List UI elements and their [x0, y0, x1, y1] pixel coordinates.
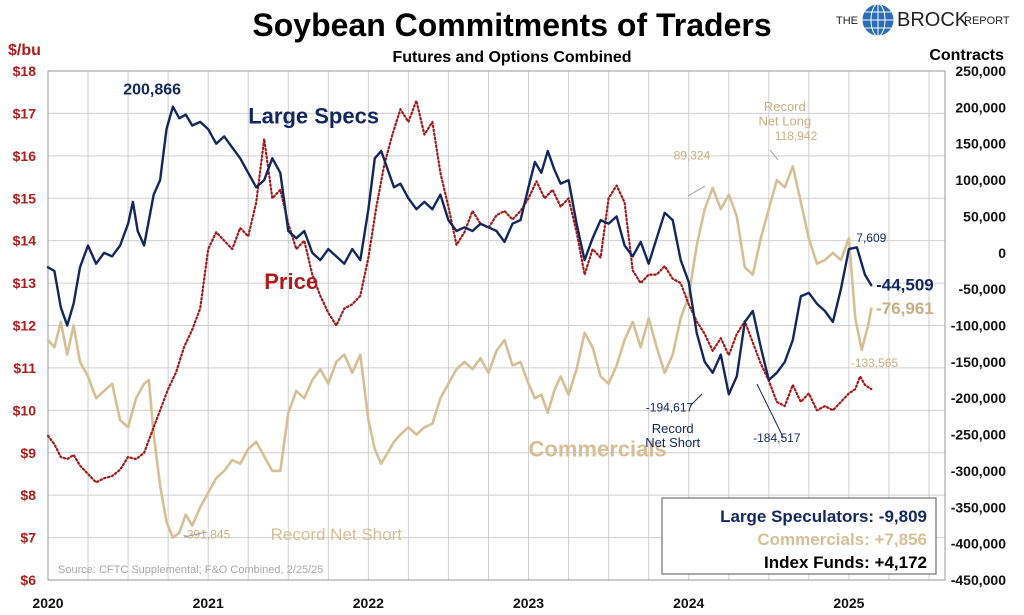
source-note: Source: CFTC Supplemental; F&O Combined,… — [58, 564, 323, 576]
y-left-tick-label: $16 — [13, 148, 37, 164]
summary-commercials: Commercials: +7,856 — [757, 530, 927, 549]
x-tick-label: 2023 — [513, 595, 544, 611]
y-right-tick-label: 50,000 — [963, 208, 1006, 224]
chart-title: Soybean Commitments of Traders — [252, 7, 771, 43]
y-left-tick-label: $15 — [13, 190, 37, 206]
x-tick-label: 2021 — [193, 595, 224, 611]
annotation-commercials-133565: -133,565 — [851, 356, 899, 370]
y-right-tick-label: -400,000 — [951, 536, 1006, 552]
y-right-tick-label: -200,000 — [951, 390, 1006, 406]
price-line — [46, 99, 873, 484]
y-right-tick-label: -100,000 — [951, 318, 1006, 334]
y-left-tick-label: $11 — [13, 360, 36, 376]
annotation-large-specs-7609: 7,609 — [856, 231, 886, 245]
series-label-price: Price — [264, 269, 318, 294]
y-left-ticks: $6 $7 $8 $9 $10 $11 $12 $13 $14 $15 $16 $17 $18 — [13, 63, 37, 588]
annotation-large-specs-last: -44,509 — [876, 276, 934, 295]
annotation-commercials-last: -76,961 — [876, 299, 934, 318]
y-right-tick-label: -300,000 — [951, 463, 1006, 479]
annotation-record-net-short-commercials: Record Net Short — [271, 525, 403, 544]
y-right-tick-label: 0 — [998, 245, 1006, 261]
summary-large-speculators: Large Speculators: -9,809 — [720, 507, 927, 526]
y-right-tick-label: 200,000 — [955, 99, 1006, 115]
y-right-tick-label: 150,000 — [955, 136, 1006, 152]
brock-logo: THE BROCK REPORT — [836, 3, 1010, 37]
logo-brock: BROCK — [897, 9, 969, 31]
annotation-large-specs-184517: -184,517 — [753, 431, 801, 445]
x-tick-label: 2022 — [353, 595, 384, 611]
x-tick-label: 2025 — [833, 595, 864, 611]
summary-index-funds: Index Funds: +4,172 — [764, 553, 927, 572]
logo-report: REPORT — [964, 15, 1010, 27]
annotation-leaders — [183, 149, 784, 538]
y-left-tick-label: $12 — [13, 318, 37, 334]
logo-the: THE — [836, 15, 858, 27]
y-right-tick-label: -150,000 — [951, 354, 1006, 370]
annotation-commercials-record-low: -391,845 — [183, 528, 231, 542]
annotation-commercials-118942: 118,942 — [775, 129, 818, 143]
x-ticks: 2020 2021 2022 2023 2024 2025 — [32, 595, 864, 611]
series-layer — [46, 99, 873, 539]
y-left-tick-label: $8 — [20, 487, 36, 503]
y-left-tick-label: $14 — [13, 233, 37, 249]
annotation-record-net-long-line1: Record — [764, 99, 806, 114]
y-right-tick-label: -450,000 — [951, 572, 1006, 588]
y-right-tick-label: -350,000 — [951, 499, 1006, 515]
annotation-large-specs-high: 200,866 — [123, 81, 181, 98]
y-left-tick-label: $18 — [13, 63, 37, 79]
y-left-tick-label: $10 — [13, 402, 37, 418]
x-tick-label: 2020 — [32, 595, 63, 611]
annotation-layer: 200,866 -391,845 Record Net Short 89,324 Rec… — [123, 81, 934, 544]
y-right-tick-label: -250,000 — [951, 427, 1006, 443]
commercials-line — [46, 165, 873, 539]
chart-subtitle: Futures and Options Combined — [392, 49, 631, 66]
x-tick-label: 2024 — [673, 595, 704, 611]
y-right-tick-label: 250,000 — [955, 63, 1006, 79]
plot-frame — [47, 70, 946, 581]
summary-box: Large Speculators: -9,809 Commercials: +… — [661, 497, 937, 575]
series-labels: Large Specs Price Commercials — [248, 103, 667, 461]
y-left-tick-label: $13 — [13, 275, 37, 291]
large-specs-line — [46, 105, 873, 396]
annotation-record-net-long-line2: Net Long — [758, 114, 811, 129]
series-label-commercials: Commercials — [529, 436, 667, 461]
y-left-tick-label: $7 — [20, 530, 36, 546]
series-label-large_specs: Large Specs — [248, 103, 379, 128]
grid — [48, 70, 945, 581]
globe-icon — [861, 3, 895, 37]
y-left-tick-label: $9 — [20, 445, 36, 461]
y-right-tick-label: 100,000 — [955, 172, 1006, 188]
y-left-tick-label: $17 — [13, 105, 37, 121]
annotation-record-net-short-specs-line1: Record — [652, 421, 694, 436]
y-left-tick-label: $6 — [20, 572, 36, 588]
y-right-ticks: -450,000 -400,000 -350,000 -300,000 -250,000… — [951, 63, 1006, 588]
annotation-record-net-short-specs-line2: Net Short — [645, 435, 700, 450]
y-left-label: $/bu — [8, 42, 41, 59]
summary-box-frame — [661, 497, 937, 575]
y-right-label: Contracts — [929, 47, 1004, 64]
annotation-large-specs-194617: -194,617 — [646, 400, 694, 414]
annotation-commercials-89324: 89,324 — [674, 149, 711, 163]
y-right-tick-label: -50,000 — [959, 281, 1007, 297]
